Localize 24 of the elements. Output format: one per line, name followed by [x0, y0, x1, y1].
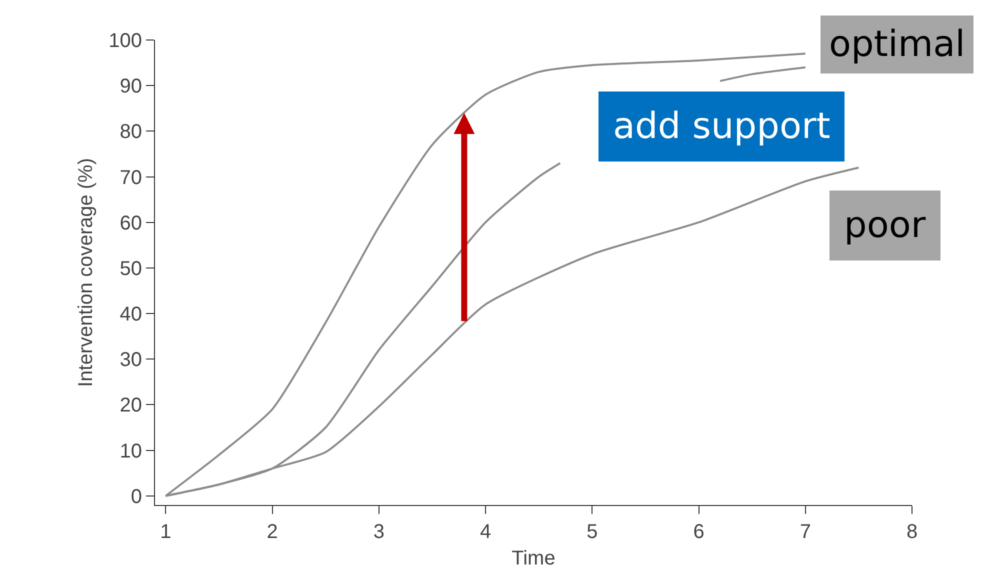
x-axis-title: Time: [512, 548, 556, 570]
y-tick-label: 20: [120, 394, 142, 417]
y-tick-label: 80: [120, 121, 142, 144]
y-tick-label: 90: [120, 76, 142, 98]
x-tick-label: 8: [906, 521, 918, 543]
x-tick-label: 5: [586, 521, 598, 543]
x-tick-label: 2: [266, 521, 278, 543]
y-axis-title: Intervention coverage (%): [75, 158, 98, 388]
x-tick-label: 6: [693, 521, 704, 543]
y-tick-label: 100: [108, 30, 142, 52]
y-tick-label: 70: [120, 166, 142, 189]
y-tick-label: 60: [120, 212, 142, 234]
annotation: poor: [844, 205, 926, 246]
x-tick-label: 4: [480, 521, 492, 543]
y-tick-label: 30: [120, 349, 142, 372]
x-tick-label: 3: [373, 521, 384, 543]
x-tick-label: 7: [800, 521, 811, 543]
y-tick-label: 40: [120, 304, 142, 326]
y-tick-label: 10: [120, 440, 142, 462]
y-tick-label: 50: [120, 258, 142, 280]
annotation: optimal: [829, 24, 966, 65]
x-tick-label: 1: [160, 521, 172, 543]
annotation: add support: [613, 106, 830, 147]
y-tick-label: 0: [130, 486, 142, 508]
